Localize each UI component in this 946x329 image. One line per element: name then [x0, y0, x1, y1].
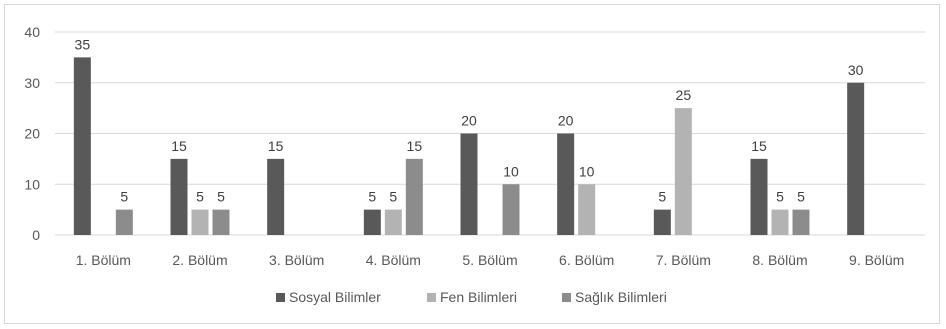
legend-swatch — [427, 293, 436, 302]
bar — [363, 209, 381, 235]
bar — [502, 184, 520, 235]
data-label: 5 — [658, 189, 666, 205]
x-tick-label: 1. Bölüm — [76, 252, 131, 268]
bar — [170, 158, 188, 235]
legend-swatch — [562, 293, 571, 302]
data-label: 20 — [558, 113, 574, 129]
bar — [73, 57, 91, 235]
data-label: 30 — [848, 62, 864, 78]
x-tick-label: 3. Bölüm — [269, 252, 324, 268]
data-label: 25 — [676, 87, 692, 103]
data-label: 5 — [217, 189, 225, 205]
bar — [557, 133, 575, 235]
y-tick-label: 30 — [24, 75, 40, 91]
x-tick-label: 8. Bölüm — [752, 252, 807, 268]
y-tick-label: 0 — [32, 227, 40, 243]
legend-swatch — [276, 293, 285, 302]
bar — [115, 209, 133, 235]
bar — [674, 108, 692, 235]
x-tick-label: 9. Bölüm — [849, 252, 904, 268]
x-tick-label: 5. Bölüm — [462, 252, 517, 268]
data-label: 15 — [407, 138, 423, 154]
bar — [653, 209, 671, 235]
x-axis-ticks: 1. Bölüm 2. Bölüm 3. Bölüm 4. Bölüm 5. Bölüm… — [76, 252, 905, 268]
bars — [73, 57, 865, 235]
data-label: 5 — [389, 189, 397, 205]
data-label: 10 — [579, 163, 595, 179]
x-tick-label: 2. Bölüm — [172, 252, 227, 268]
bar — [460, 133, 478, 235]
y-axis-ticks: 0 10 20 30 40 — [24, 24, 40, 243]
data-label: 5 — [196, 189, 204, 205]
bar — [405, 158, 423, 235]
data-label: 10 — [503, 163, 519, 179]
bar — [847, 82, 865, 235]
data-label: 15 — [171, 138, 187, 154]
x-tick-label: 7. Bölüm — [656, 252, 711, 268]
y-tick-label: 40 — [24, 24, 40, 40]
bar — [384, 209, 402, 235]
legend: Sosyal Bilimler Fen Bilimleri Sağlık Bilim… — [276, 289, 667, 305]
bar — [771, 209, 789, 235]
bar — [792, 209, 810, 235]
bar — [750, 158, 768, 235]
data-label: 5 — [368, 189, 376, 205]
data-label: 5 — [776, 189, 784, 205]
data-label: 15 — [751, 138, 767, 154]
y-tick-label: 20 — [24, 126, 40, 142]
legend-label: Fen Bilimleri — [440, 289, 517, 305]
y-tick-label: 10 — [24, 176, 40, 192]
data-label: 5 — [120, 189, 128, 205]
data-label: 5 — [797, 189, 805, 205]
x-tick-label: 4. Bölüm — [366, 252, 421, 268]
legend-label: Sosyal Bilimler — [289, 289, 381, 305]
data-label: 20 — [461, 113, 477, 129]
legend-label: Sağlık Bilimleri — [575, 289, 667, 305]
data-label: 15 — [268, 138, 284, 154]
bar — [212, 209, 230, 235]
bar — [267, 158, 285, 235]
bar — [191, 209, 209, 235]
data-label: 35 — [75, 36, 91, 52]
bar — [578, 184, 596, 235]
x-tick-label: 6. Bölüm — [559, 252, 614, 268]
